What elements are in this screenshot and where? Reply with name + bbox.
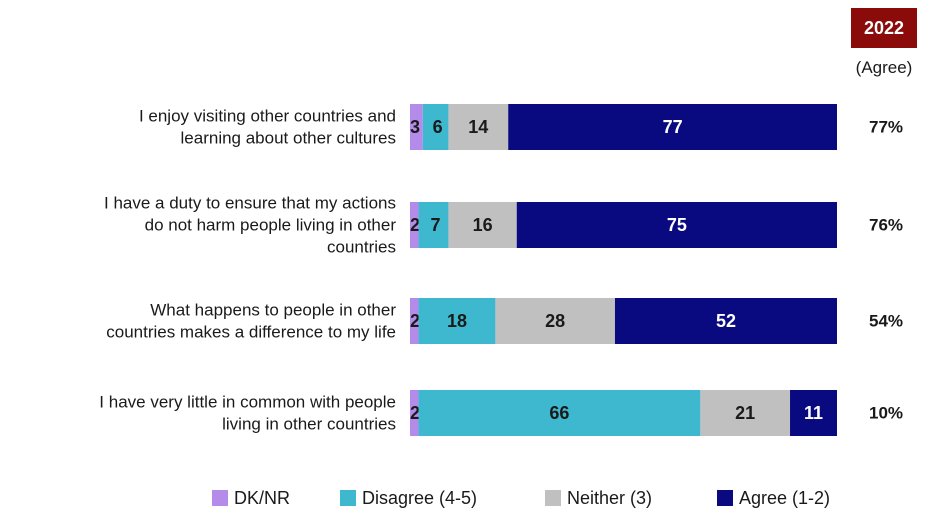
bar-segment xyxy=(516,202,837,248)
category-label: do not harm people living in other xyxy=(145,216,397,235)
bar-segment xyxy=(614,298,837,344)
bar-segment xyxy=(495,298,615,344)
bar-segment xyxy=(418,298,496,344)
bar-segment xyxy=(410,298,419,344)
category-label: countries makes a difference to my life xyxy=(106,323,396,342)
category-label: learning about other cultures xyxy=(181,129,396,148)
data-label: 11 xyxy=(804,403,823,423)
year-subtitle: (Agree) xyxy=(855,58,913,77)
bar-segment xyxy=(790,390,837,436)
data-label: 2 xyxy=(410,403,420,423)
legend-label: DK/NR xyxy=(234,488,290,508)
data-label: 16 xyxy=(473,215,493,235)
bar-segment xyxy=(410,390,419,436)
bar-segment xyxy=(448,104,509,150)
data-label: 2 xyxy=(410,311,420,331)
legend-swatch xyxy=(212,490,228,506)
category-label: countries xyxy=(327,238,396,257)
legend-label: Neither (3) xyxy=(567,488,652,508)
bar-segment xyxy=(410,202,419,248)
legend-label: Disagree (4-5) xyxy=(362,488,477,508)
category-label: living in other countries xyxy=(222,415,396,434)
data-label: 66 xyxy=(549,403,569,423)
data-label: 28 xyxy=(545,311,565,331)
category-label: I enjoy visiting other countries and xyxy=(139,107,396,126)
category-label: I have very little in common with people xyxy=(99,393,396,412)
total-2022-label: 10% xyxy=(869,404,903,423)
category-label: What happens to people in other xyxy=(150,301,396,320)
total-2022-label: 54% xyxy=(869,312,903,331)
legend-swatch xyxy=(545,490,561,506)
data-label: 52 xyxy=(716,311,736,331)
bar-segment xyxy=(410,104,423,150)
data-label: 3 xyxy=(410,117,420,137)
total-2022-label: 76% xyxy=(869,216,903,235)
legend-swatch xyxy=(717,490,733,506)
data-label: 18 xyxy=(447,311,467,331)
data-label: 21 xyxy=(735,403,755,423)
legend-swatch xyxy=(340,490,356,506)
data-label: 7 xyxy=(430,215,440,235)
bar-segment xyxy=(448,202,517,248)
category-label: I have a duty to ensure that my actions xyxy=(104,194,396,213)
data-label: 14 xyxy=(468,117,488,137)
bar-segment xyxy=(418,390,701,436)
total-2022-label: 77% xyxy=(869,118,903,137)
bar-segment xyxy=(700,390,791,436)
bar-segment xyxy=(418,202,449,248)
legend: DK/NR Disagree (4-5) Neither (3) Agree (1-2… xyxy=(212,488,830,508)
legend-label: Agree (1-2) xyxy=(739,488,830,508)
bar-segment xyxy=(508,104,837,150)
data-label: 75 xyxy=(667,215,687,235)
year-badge: 2022 xyxy=(851,8,917,48)
bars-group: 3 6 14 77 I enjoy visiting other countries a… xyxy=(99,104,903,436)
data-label: 6 xyxy=(433,117,443,137)
bar-segment xyxy=(422,104,449,150)
data-label: 77 xyxy=(663,117,683,137)
data-label: 2 xyxy=(410,215,420,235)
